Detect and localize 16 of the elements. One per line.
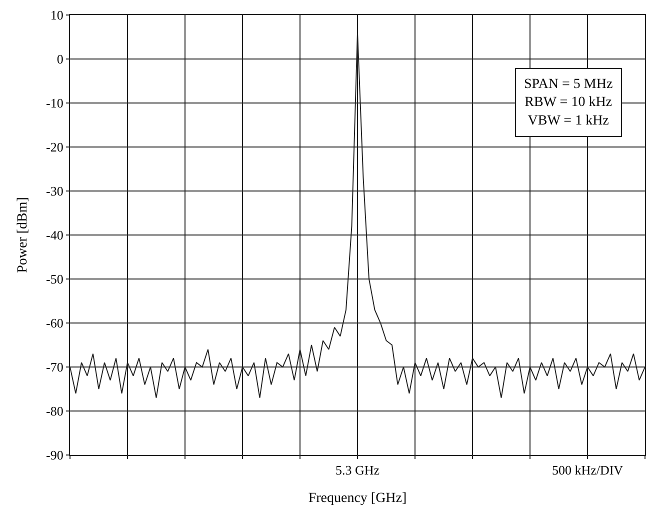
y-tick-label: -50 bbox=[46, 272, 64, 287]
y-tick-label: 0 bbox=[56, 52, 64, 67]
x-tick-label: 5.3 GHz bbox=[335, 462, 380, 478]
y-tick-label: -70 bbox=[46, 360, 64, 375]
y-tick-label: -20 bbox=[46, 140, 64, 155]
y-tick-label: 10 bbox=[50, 8, 64, 23]
annotation: SPAN = 5 MHz RBW = 10 kHz VBW = 1 kHz bbox=[524, 77, 613, 128]
y-tick-label: -40 bbox=[46, 228, 64, 243]
y-tick-label: -90 bbox=[46, 448, 64, 463]
x-axis-title: Frequency [GHz] bbox=[308, 490, 407, 506]
y-tick-label: -60 bbox=[46, 316, 64, 331]
y-tick-label: -80 bbox=[46, 404, 64, 419]
y-axis-title: Power [dBm] bbox=[16, 197, 31, 273]
y-tick-label: -30 bbox=[46, 184, 64, 199]
y-tick-label: -10 bbox=[46, 96, 64, 111]
x-tick-label: 500 kHz/DIV bbox=[552, 462, 624, 478]
